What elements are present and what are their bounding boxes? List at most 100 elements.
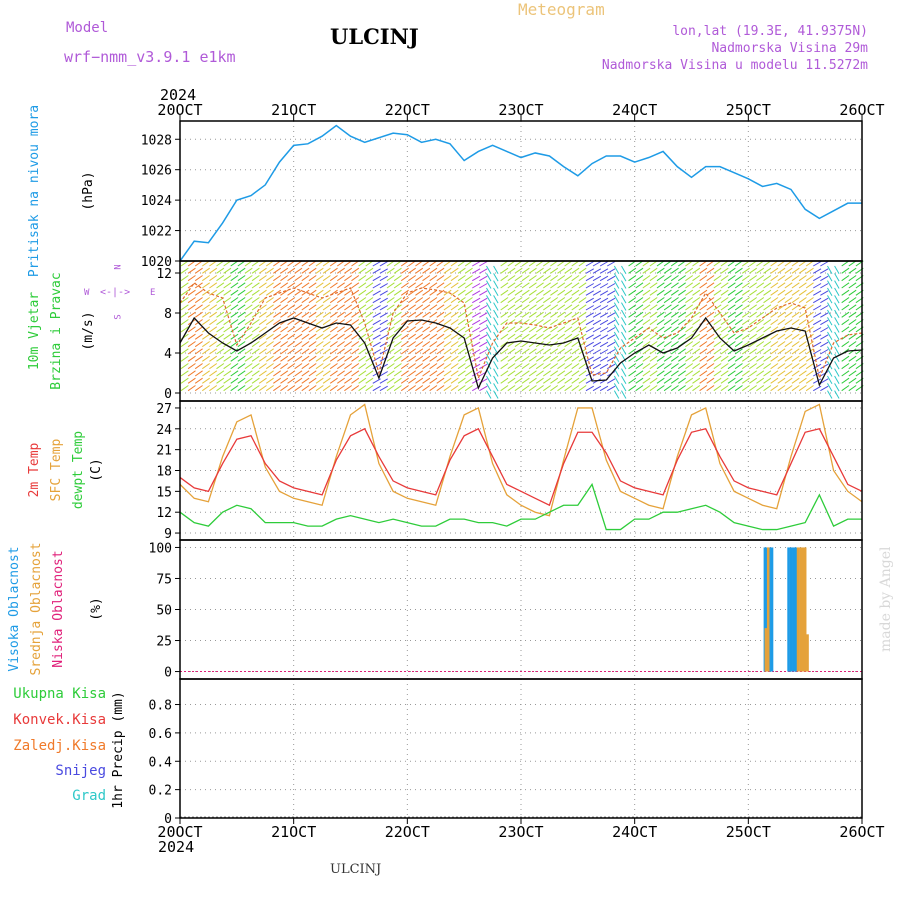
- wind-barb: [244, 304, 253, 311]
- wind-barb: [848, 311, 857, 318]
- wind-barb: [194, 311, 203, 318]
- wind-barb: [464, 267, 473, 274]
- wind-barb: [337, 326, 345, 333]
- wind-barb: [777, 297, 786, 304]
- wind-barb: [613, 339, 620, 348]
- wind-barb: [585, 327, 594, 333]
- wind-barb: [500, 348, 509, 355]
- wind-barb: [528, 289, 537, 296]
- wind-barb: [564, 377, 573, 384]
- wind-barb: [507, 326, 516, 333]
- wind-barb: [436, 297, 445, 304]
- wind-barb: [230, 275, 239, 282]
- wind-barb: [194, 282, 203, 289]
- wind-barb: [670, 319, 679, 326]
- wind-barb: [763, 319, 772, 326]
- wind-barb: [713, 370, 722, 377]
- wind-barb: [415, 363, 424, 370]
- wind-barb: [287, 370, 296, 377]
- wind-barb: [450, 363, 459, 370]
- wind-barb: [486, 390, 492, 399]
- y-tick-label: 25: [156, 635, 172, 650]
- wind-barb: [479, 275, 488, 282]
- wind-barb: [827, 295, 833, 304]
- wind-barb: [280, 289, 289, 296]
- wind-barb: [408, 275, 416, 282]
- wind-barb: [194, 341, 203, 348]
- wind-barb: [607, 378, 616, 384]
- wind-barb: [521, 363, 530, 370]
- wind-barb: [613, 390, 620, 399]
- wind-barb: [422, 282, 431, 289]
- wind-barb: [685, 355, 694, 362]
- wind-barb: [308, 370, 317, 377]
- wind-barb: [265, 304, 274, 311]
- wind-barb: [585, 305, 594, 311]
- wind-barb: [457, 282, 466, 289]
- wind-barb: [251, 304, 260, 311]
- wind-barb: [386, 333, 395, 340]
- wind-barb: [685, 348, 694, 355]
- wind-barb: [393, 377, 402, 384]
- wind-barb: [770, 348, 779, 355]
- wind-barb: [202, 363, 210, 370]
- wind-barb: [777, 267, 786, 274]
- wind-barb: [322, 348, 331, 355]
- wind-barb: [578, 333, 587, 340]
- wind-barb: [578, 377, 587, 384]
- wind-barb: [422, 311, 431, 318]
- y-tick-label: 100: [149, 541, 172, 556]
- wind-barb: [621, 317, 627, 326]
- wind-barb: [507, 297, 516, 304]
- wind-barb: [613, 273, 620, 282]
- wind-barb: [791, 275, 800, 282]
- cloud-bar: [770, 547, 774, 672]
- wind-barb: [180, 348, 189, 355]
- wind-barb: [649, 282, 658, 289]
- wind-barb: [372, 268, 381, 274]
- wind-barb: [500, 289, 509, 296]
- wind-barb: [457, 363, 466, 370]
- wind-barb: [571, 311, 580, 318]
- wind-speed-line: [179, 316, 863, 390]
- wind-barb: [642, 363, 651, 370]
- wind-barb: [322, 370, 331, 377]
- wind-barb: [408, 341, 416, 348]
- wind-barb: [322, 333, 331, 340]
- wind-barb: [422, 341, 431, 348]
- wind-barb: [393, 326, 402, 333]
- wind-barb: [784, 370, 793, 377]
- wind-barb: [834, 317, 840, 326]
- wind-barb: [237, 297, 246, 304]
- wind-barb: [507, 355, 516, 362]
- y-tick-label: 9: [164, 527, 172, 542]
- wind-barb: [351, 319, 360, 326]
- wind-barb: [535, 311, 544, 318]
- wind-barb: [436, 341, 445, 348]
- wind-barb: [685, 297, 694, 304]
- wind-barb: [237, 282, 246, 289]
- wind-barb: [635, 304, 644, 311]
- wind-barb: [798, 348, 807, 355]
- wind-barb: [656, 289, 665, 296]
- wind-barb: [628, 319, 637, 326]
- cloud-bar: [789, 547, 793, 672]
- wind-barb: [400, 275, 409, 282]
- cloud-bar: [768, 547, 771, 672]
- wind-barb: [514, 385, 523, 392]
- wind-barb: [308, 289, 317, 296]
- wind-barb: [628, 289, 637, 296]
- wind-barb: [706, 289, 715, 296]
- wind-barb: [230, 355, 239, 362]
- wind-barb: [578, 267, 587, 274]
- wind-barb: [827, 368, 833, 377]
- wind-barb: [194, 326, 203, 333]
- wind-barb: [599, 305, 609, 311]
- wind-barb: [365, 289, 374, 296]
- wind-barb: [287, 385, 296, 392]
- wind-barb: [692, 363, 701, 370]
- wind-barb: [351, 385, 360, 392]
- wind-barb: [713, 377, 722, 384]
- wind-barb: [273, 275, 282, 282]
- wind-barb: [543, 348, 551, 355]
